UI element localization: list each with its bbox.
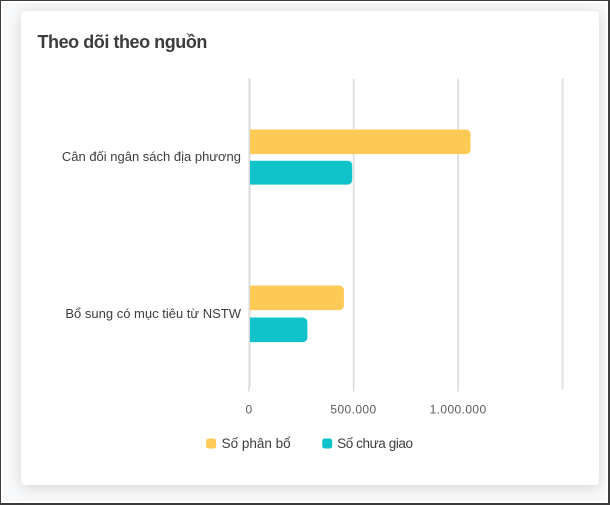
svg-text:0: 0 — [246, 403, 253, 417]
svg-text:Bổ sung có mục tiêu từ NSTW: Bổ sung có mục tiêu từ NSTW — [65, 306, 241, 321]
svg-text:1.000.000: 1.000.000 — [430, 403, 487, 417]
svg-text:Số chưa giao: Số chưa giao — [337, 436, 413, 451]
svg-text:Cân đối ngân sách địa phương: Cân đối ngân sách địa phương — [62, 149, 241, 164]
svg-text:Số phân bổ: Số phân bổ — [222, 436, 291, 451]
svg-text:500.000: 500.000 — [330, 403, 376, 417]
